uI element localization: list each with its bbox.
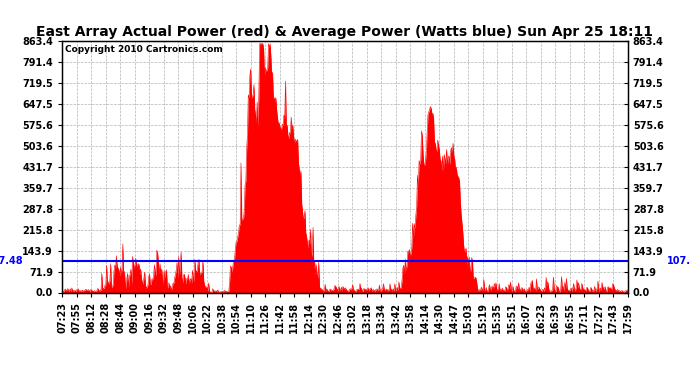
Text: Copyright 2010 Cartronics.com: Copyright 2010 Cartronics.com	[65, 45, 223, 54]
Text: 107.48: 107.48	[667, 256, 690, 266]
Title: East Array Actual Power (red) & Average Power (Watts blue) Sun Apr 25 18:11: East Array Actual Power (red) & Average …	[37, 25, 653, 39]
Text: 107.48: 107.48	[0, 256, 23, 266]
